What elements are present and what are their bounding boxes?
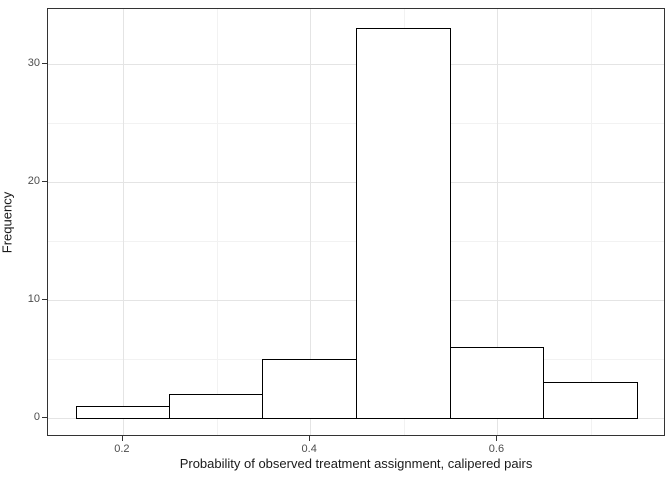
histogram-bar xyxy=(76,406,170,419)
y-tick-mark xyxy=(42,62,47,64)
gridline-major-x xyxy=(497,9,499,435)
histogram-bar xyxy=(543,382,638,419)
y-axis-title: Frequency xyxy=(0,191,15,254)
x-tick-label: 0.6 xyxy=(488,443,505,455)
x-tick-label: 0.4 xyxy=(301,443,317,455)
x-tick-label: 0.2 xyxy=(114,443,130,455)
histogram-bar xyxy=(169,394,263,419)
y-tick-label: 20 xyxy=(27,174,40,187)
y-tick-mark xyxy=(42,416,47,418)
y-tick-mark xyxy=(42,298,47,300)
histogram-bar xyxy=(262,359,357,419)
gridline-minor-x xyxy=(216,9,218,435)
x-tick-mark xyxy=(121,436,123,441)
gridline-minor-x xyxy=(591,9,593,435)
y-tick-label: 0 xyxy=(33,410,40,423)
y-tick-label: 30 xyxy=(27,56,40,69)
y-tick-mark xyxy=(42,180,47,182)
x-axis-title: Probability of observed treatment assign… xyxy=(179,456,533,471)
y-tick-label: 10 xyxy=(27,292,40,305)
histogram-bar xyxy=(450,347,544,419)
x-tick-mark xyxy=(309,436,311,441)
x-tick-mark xyxy=(496,436,498,441)
plot-panel xyxy=(47,8,665,436)
gridline-major-x xyxy=(310,9,312,435)
histogram-bar xyxy=(356,28,451,419)
gridline-major-x xyxy=(122,9,124,435)
